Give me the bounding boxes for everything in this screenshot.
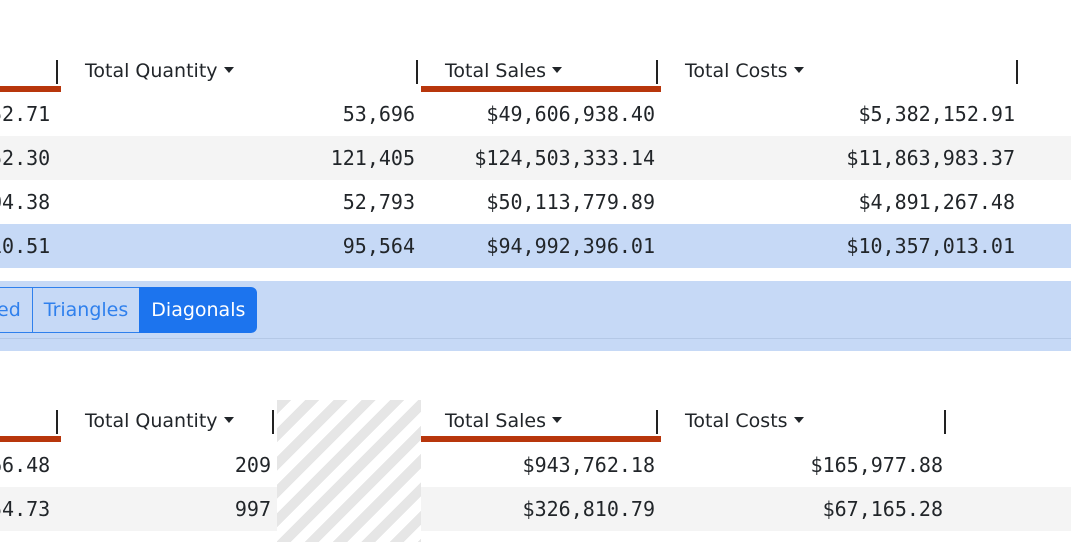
cell-partial: 52.71	[0, 102, 51, 126]
column-resize-handle[interactable]	[56, 410, 58, 434]
cell-partial: 10.51	[0, 234, 51, 258]
cell-quantity: 209	[234, 453, 271, 477]
cell-quantity: 121,405	[330, 146, 415, 170]
header-total-quantity[interactable]: Total Quantity	[85, 410, 234, 432]
header-total-costs[interactable]: Total Costs	[685, 60, 804, 82]
column-resize-handle[interactable]	[944, 410, 946, 434]
header-label: Total Quantity	[85, 60, 218, 82]
pattern-button-ed[interactable]: ed	[0, 287, 33, 333]
cell-quantity: 53,696	[342, 102, 415, 126]
cell-sales: $124,503,333.14	[474, 146, 655, 170]
header-total-sales[interactable]: Total Sales	[445, 410, 562, 432]
cell-costs: $165,977.88	[810, 453, 943, 477]
cell-sales: $94,992,396.01	[486, 234, 655, 258]
cell-costs: $10,357,013.01	[846, 234, 1015, 258]
cell-partial: 52.30	[0, 146, 51, 170]
sort-indicator	[0, 86, 61, 92]
column-resize-handle[interactable]	[1016, 60, 1018, 84]
row-background	[421, 487, 1071, 531]
row-background	[0, 487, 277, 531]
cell-partial: 04.38	[0, 190, 51, 214]
cell-costs: $11,863,983.37	[846, 146, 1015, 170]
caret-down-icon[interactable]	[223, 416, 234, 423]
header-label: Total Quantity	[85, 410, 218, 432]
caret-down-icon[interactable]	[223, 66, 234, 73]
header-label: Total Sales	[445, 60, 546, 82]
cell-quantity: 52,793	[342, 190, 415, 214]
sort-indicator	[0, 436, 61, 442]
cell-sales: $50,113,779.89	[486, 190, 655, 214]
cell-quantity: 95,564	[342, 234, 415, 258]
header-total-costs[interactable]: Total Costs	[685, 410, 804, 432]
column-resize-handle[interactable]	[416, 60, 418, 84]
header-label: Total Costs	[685, 60, 788, 82]
cell-costs: $67,165.28	[822, 497, 943, 521]
header-label: Total Sales	[445, 410, 546, 432]
header-total-sales[interactable]: Total Sales	[445, 60, 562, 82]
diagonal-pattern-column	[277, 400, 421, 542]
caret-down-icon[interactable]	[551, 416, 562, 423]
cell-sales: $49,606,938.40	[486, 102, 655, 126]
caret-down-icon[interactable]	[551, 66, 562, 73]
table-row[interactable]: 52.30 121,405 $124,503,333.14 $11,863,98…	[0, 136, 1071, 180]
pattern-button-group: ed Triangles Diagonals	[0, 287, 258, 333]
sort-indicator	[421, 436, 661, 442]
cell-sales: $326,810.79	[522, 497, 655, 521]
caret-down-icon[interactable]	[793, 416, 804, 423]
cell-sales: $943,762.18	[522, 453, 655, 477]
column-resize-handle[interactable]	[272, 410, 274, 434]
header-total-quantity[interactable]: Total Quantity	[85, 60, 234, 82]
header-label: Total Costs	[685, 410, 788, 432]
table-row[interactable]: 66.48 209 $943,762.18 $165,977.88	[0, 443, 1071, 487]
cell-quantity: 997	[234, 497, 271, 521]
column-resize-handle[interactable]	[656, 410, 658, 434]
table-row[interactable]: 52.71 53,696 $49,606,938.40 $5,382,152.9…	[0, 92, 1071, 136]
pattern-button-triangles[interactable]: Triangles	[31, 287, 141, 333]
table-row-selected[interactable]: 10.51 95,564 $94,992,396.01 $10,357,013.…	[0, 224, 1071, 268]
pattern-button-diagonals[interactable]: Diagonals	[139, 287, 258, 333]
table-row[interactable]: 54.73 997 $326,810.79 $67,165.28	[0, 487, 1071, 531]
cell-partial: 54.73	[0, 497, 51, 521]
table-row[interactable]: 04.38 52,793 $50,113,779.89 $4,891,267.4…	[0, 180, 1071, 224]
cell-partial: 66.48	[0, 453, 51, 477]
cell-costs: $5,382,152.91	[858, 102, 1015, 126]
column-resize-handle[interactable]	[656, 60, 658, 84]
cell-costs: $4,891,267.48	[858, 190, 1015, 214]
divider	[0, 338, 1071, 339]
column-resize-handle[interactable]	[56, 60, 58, 84]
caret-down-icon[interactable]	[793, 66, 804, 73]
sort-indicator	[421, 86, 661, 92]
